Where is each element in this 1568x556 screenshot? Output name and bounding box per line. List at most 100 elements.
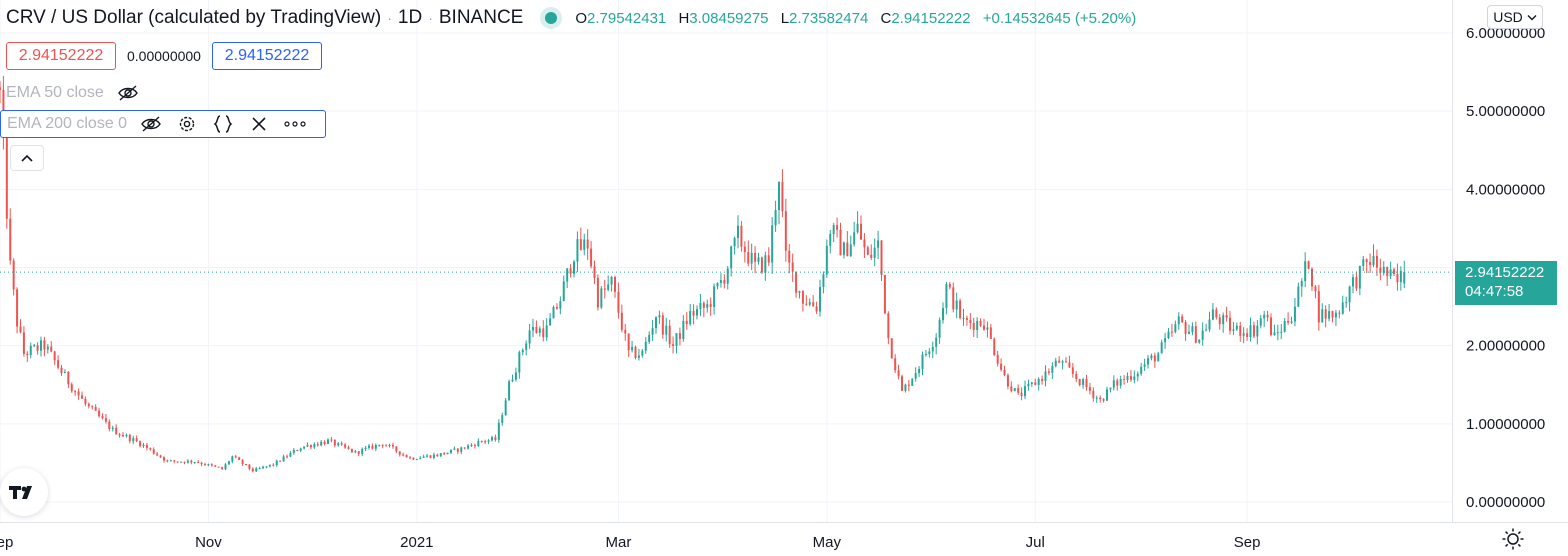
more-icon[interactable] [283, 112, 307, 136]
market-status-icon[interactable] [545, 12, 558, 24]
candle-body [607, 284, 610, 290]
candle-body [931, 346, 934, 352]
candle-body [152, 449, 155, 454]
candle-body [962, 317, 965, 319]
candle-body [819, 287, 822, 312]
chart-settings-button[interactable] [1500, 526, 1526, 552]
eye-off-icon[interactable] [116, 81, 140, 105]
indicator-ema-200[interactable]: EMA 200 close 0 [0, 110, 326, 138]
candle-body [897, 370, 900, 377]
candle-body [350, 448, 353, 453]
candle-body [955, 300, 958, 310]
candle-body [774, 209, 777, 226]
candle-body [1024, 386, 1027, 397]
time-scale[interactable]: Sep Nov 2021 Mar May Jul Sep [0, 534, 1260, 551]
candle-body [1041, 378, 1044, 381]
candle-body [1372, 255, 1375, 266]
symbol-title[interactable]: CRV / US Dollar (calculated by TradingVi… [6, 7, 382, 28]
candle-body [221, 467, 224, 470]
candle-body [1147, 358, 1150, 365]
indicator-ema-50[interactable]: EMA 50 close [0, 79, 160, 107]
candle-body [644, 341, 647, 351]
candle-body [9, 218, 12, 261]
candle-body [996, 354, 999, 364]
candle-body [1112, 380, 1115, 388]
close-icon[interactable] [247, 112, 271, 136]
chevron-down-icon [1527, 14, 1537, 20]
interval-label[interactable]: 1D [397, 7, 423, 28]
candle-body [1030, 382, 1033, 384]
source-code-icon[interactable] [211, 112, 235, 136]
eye-off-icon[interactable] [139, 112, 163, 136]
candle-body [856, 223, 859, 233]
candle-body [1047, 371, 1050, 373]
candle-body [446, 452, 449, 455]
bar-countdown: 04:47:58 [1465, 283, 1524, 301]
candle-body [122, 434, 125, 437]
candle-body [371, 445, 374, 449]
y-tick-label: 0.00000000 [1466, 494, 1545, 511]
candle-body [573, 261, 576, 274]
candle-body [1205, 329, 1208, 331]
candle-body [938, 320, 941, 338]
candle-body [743, 246, 746, 252]
candle-body [1386, 266, 1389, 277]
candle-body [641, 350, 644, 356]
candle-body [979, 320, 982, 326]
candle-body [726, 268, 729, 284]
chevron-up-icon [21, 154, 33, 162]
candle-body [733, 237, 736, 247]
candle-body [473, 445, 476, 447]
x-tick-label: Jul [1026, 534, 1045, 551]
candle-body [853, 232, 856, 245]
x-tick-label: Sep [0, 534, 13, 551]
candle-body [163, 457, 166, 461]
candle-body [156, 453, 159, 456]
candle-body [1369, 262, 1372, 266]
currency-select[interactable]: USD [1487, 5, 1543, 29]
collapse-legend-button[interactable] [10, 145, 44, 171]
candle-body [822, 274, 825, 288]
candle-body [1126, 375, 1129, 380]
candle-body [176, 461, 179, 463]
exchange-label[interactable]: BINANCE [438, 7, 524, 28]
candle-body [5, 137, 8, 219]
candle-body [730, 246, 733, 269]
candle-body [1242, 333, 1245, 336]
candle-body [279, 460, 282, 462]
candle-body [1157, 353, 1160, 362]
sell-button[interactable]: 2.94152222 [6, 42, 116, 70]
x-tick-label: 2021 [400, 534, 433, 551]
candle-body [569, 268, 572, 274]
candle-body [1075, 373, 1078, 380]
candle-body [1208, 319, 1211, 330]
symbol-legend: CRV / US Dollar (calculated by TradingVi… [6, 6, 1144, 30]
candle-body [193, 462, 196, 464]
candle-body [549, 318, 552, 326]
candle-body [1164, 338, 1167, 343]
candle-body [385, 445, 388, 447]
candle-body [1393, 269, 1396, 274]
tradingview-logo[interactable] [0, 468, 48, 516]
candle-body [928, 351, 931, 355]
candle-body [702, 302, 705, 308]
candle-body [1034, 382, 1037, 385]
candle-body [1311, 268, 1314, 287]
candle-body [43, 340, 46, 350]
indicator-label: EMA 50 close [6, 84, 104, 101]
candle-body [1017, 388, 1020, 393]
candle-body [1334, 312, 1337, 318]
candle-body [1003, 369, 1006, 376]
candle-body [70, 384, 73, 392]
gear-icon[interactable] [175, 112, 199, 136]
candle-body [258, 468, 261, 470]
candle-body [1095, 397, 1098, 399]
candle-body [378, 444, 381, 446]
candle-body [880, 240, 883, 275]
candle-body [1143, 364, 1146, 367]
candle-body [566, 268, 569, 282]
candle-body [593, 266, 596, 278]
buy-button[interactable]: 2.94152222 [212, 42, 322, 70]
tradingview-logo-icon [9, 486, 32, 499]
